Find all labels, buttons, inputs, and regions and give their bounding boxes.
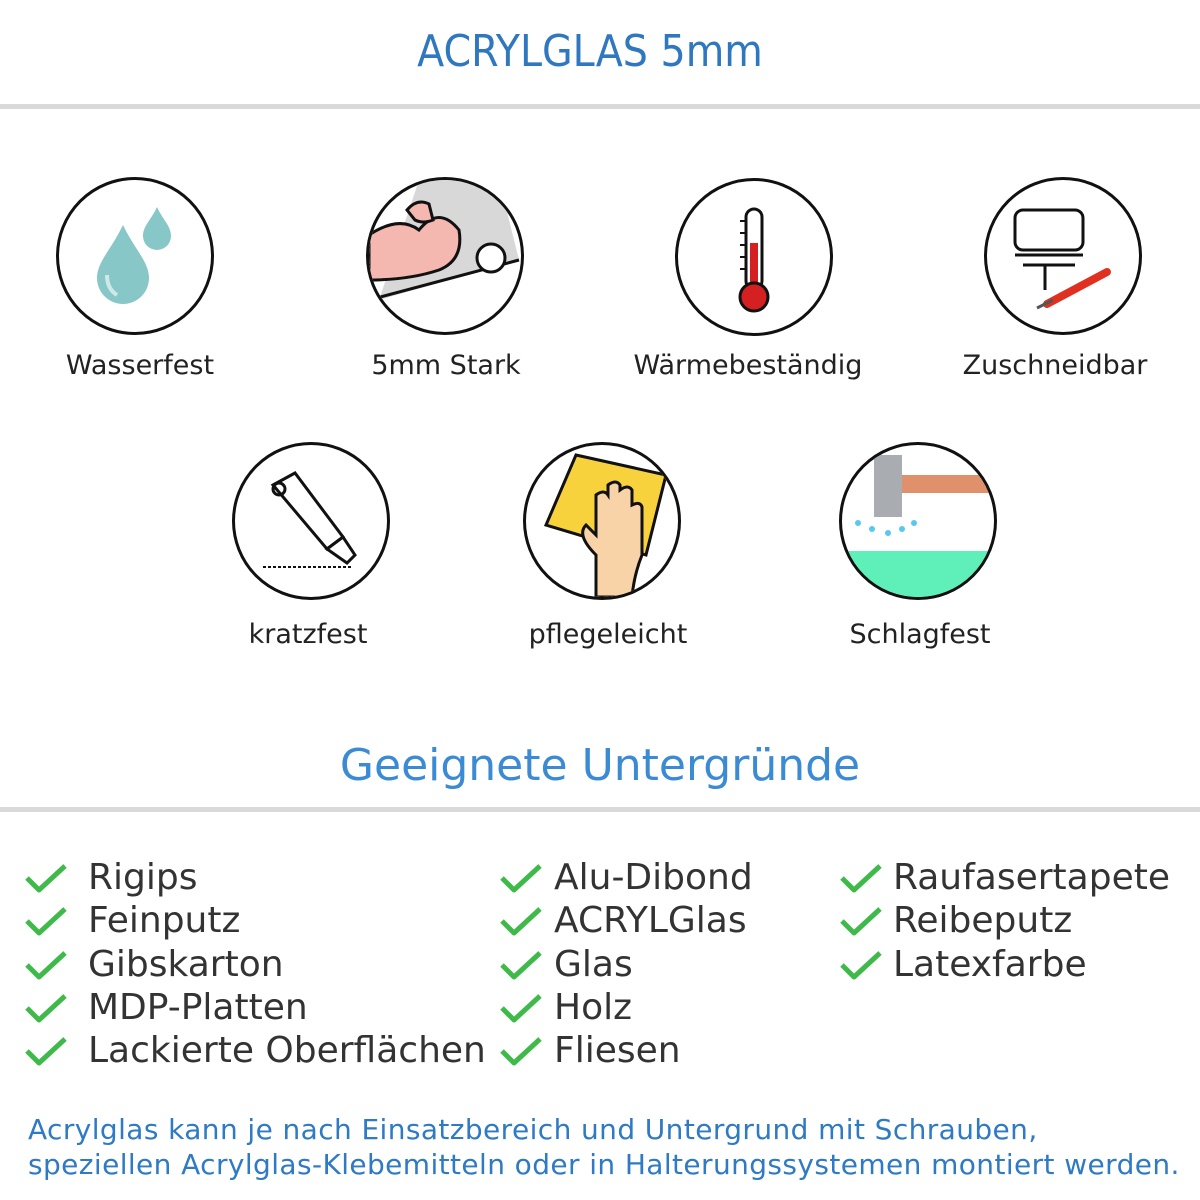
feature-label: pflegeleicht bbox=[528, 619, 688, 650]
surface-item: MDP-Platten bbox=[88, 987, 308, 1028]
surface-item: Feinputz bbox=[88, 900, 241, 941]
check-icon bbox=[25, 994, 67, 1024]
check-icon bbox=[500, 907, 542, 937]
check-icon bbox=[840, 907, 882, 937]
check-icon bbox=[500, 864, 542, 894]
check-icon bbox=[500, 1037, 542, 1067]
hammer-icon bbox=[839, 442, 997, 600]
surface-item: Reibeputz bbox=[893, 900, 1073, 941]
surface-item: Latexfarbe bbox=[893, 944, 1087, 985]
water-drops-icon bbox=[56, 177, 214, 335]
surface-item: Gibskarton bbox=[88, 944, 284, 985]
surfaces-heading: Geeignete Untergründe bbox=[339, 740, 861, 791]
surface-item: Raufasertapete bbox=[893, 857, 1170, 898]
check-icon bbox=[500, 994, 542, 1024]
check-icon bbox=[500, 951, 542, 981]
feature-label: kratzfest bbox=[248, 619, 368, 650]
check-icon bbox=[25, 1037, 67, 1067]
feature-label: Zuschneidbar bbox=[962, 350, 1148, 381]
surface-item: Glas bbox=[554, 944, 633, 985]
cutter-knife-icon bbox=[232, 442, 390, 600]
thermometer-icon bbox=[675, 178, 833, 336]
footer-text-line1: Acrylglas kann je nach Einsatzbereich un… bbox=[28, 1113, 1038, 1146]
page-title: ACRYLGLAS 5mm bbox=[417, 26, 763, 77]
strong-arm-icon bbox=[366, 177, 524, 335]
surface-item: Rigips bbox=[88, 857, 198, 898]
check-icon bbox=[25, 951, 67, 981]
cleaning-hand-icon bbox=[523, 442, 681, 600]
check-icon bbox=[840, 951, 882, 981]
jigsaw-icon bbox=[984, 177, 1142, 335]
check-icon bbox=[840, 864, 882, 894]
surface-item: ACRYLGlas bbox=[554, 900, 747, 941]
check-icon bbox=[25, 907, 67, 937]
divider bbox=[0, 104, 1200, 109]
surface-item: Holz bbox=[554, 987, 632, 1028]
divider bbox=[0, 807, 1200, 812]
feature-label: Wasserfest bbox=[65, 350, 215, 381]
feature-label: Schlagfest bbox=[849, 619, 991, 650]
footer-text-line2: speziellen Acrylglas-Klebemitteln oder i… bbox=[28, 1148, 1180, 1181]
surface-item: Fliesen bbox=[554, 1030, 681, 1071]
feature-label: Wärmebeständig bbox=[633, 350, 863, 381]
surface-item: Alu-Dibond bbox=[554, 857, 753, 898]
check-icon bbox=[25, 864, 67, 894]
feature-label: 5mm Stark bbox=[371, 350, 521, 381]
surface-item: Lackierte Oberflächen bbox=[88, 1030, 486, 1071]
